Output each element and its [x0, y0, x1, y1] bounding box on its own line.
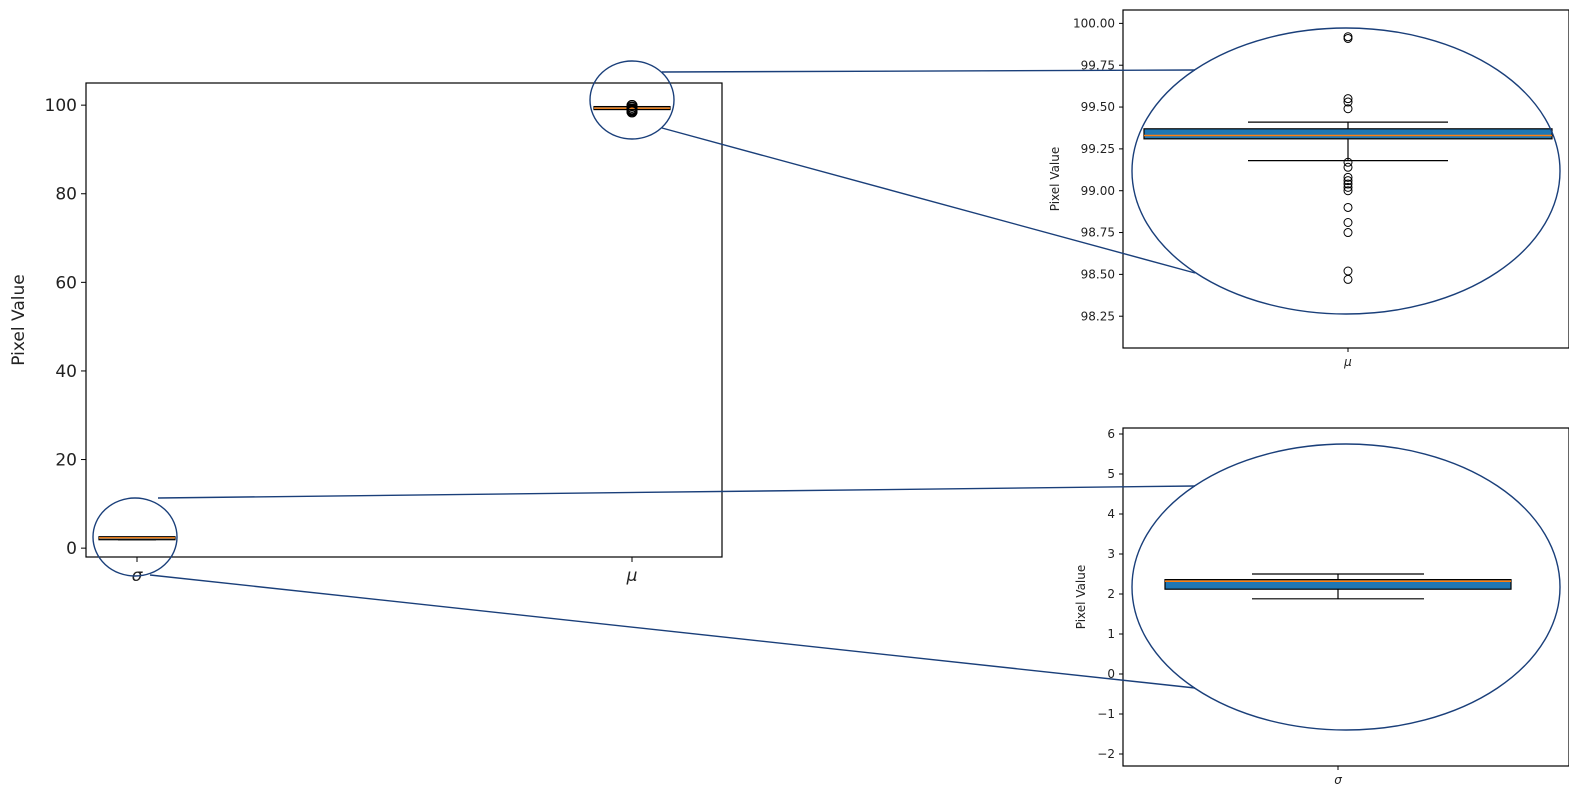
y-tick-label: 100.00: [1073, 17, 1115, 31]
y-tick-label: 98.75: [1081, 226, 1115, 240]
y-tick-label: 1: [1107, 627, 1115, 641]
outlier-point: [1343, 172, 1353, 182]
plot-frame: [1122, 9, 1569, 349]
y-axis-title: Pixel Value: [1048, 147, 1062, 212]
outlier-point: [1343, 274, 1353, 284]
y-tick-label: 99.50: [1081, 100, 1115, 114]
y-tick-label: 2: [1107, 587, 1115, 601]
y-tick-label: 5: [1107, 467, 1115, 481]
y-axis-title: Pixel Value: [1074, 565, 1088, 630]
y-tick-label: −2: [1097, 747, 1115, 761]
magnifier-view-sigma: [1131, 443, 1561, 731]
x-tick-label: μ: [1343, 355, 1352, 369]
outlier-point: [1343, 179, 1353, 189]
outlier-point: [1343, 94, 1353, 104]
x-tick-label: μ: [626, 566, 638, 586]
box: [1164, 578, 1512, 590]
connector-mu-top: [661, 69, 1196, 73]
outlier-point: [626, 106, 638, 118]
plot-frame: [1122, 427, 1569, 767]
chart-zoom-sigma: −2 −1 0 1 2 3 4 5 6 Pixel Value σ: [1074, 427, 1569, 787]
outlier-point: [1343, 218, 1353, 228]
y-tick-label: −1: [1097, 707, 1115, 721]
outlier-point: [1343, 202, 1353, 212]
y-tick-label: 98.25: [1081, 309, 1115, 323]
chart-zoom-mu: 98.25 98.50 98.75 99.00 99.25 99.50 99.75 100.0…: [1048, 9, 1569, 369]
y-tick-label: 40: [55, 362, 77, 382]
outlier-point: [1343, 186, 1353, 196]
magnifier-lens-mu: [589, 60, 675, 140]
outlier-point: [1343, 97, 1353, 107]
magnifier-lens-sigma: [92, 497, 178, 577]
connector-sigma-top: [157, 485, 1196, 499]
y-tick-label: 80: [55, 185, 77, 205]
connector-sigma-bottom: [149, 574, 1196, 689]
y-tick-label: 100: [45, 96, 77, 116]
outlier-point: [1343, 176, 1353, 186]
y-tick-label: 99.00: [1081, 184, 1115, 198]
outlier-point: [1343, 157, 1353, 167]
y-tick-label: 3: [1107, 547, 1115, 561]
y-tick-label: 0: [1107, 667, 1115, 681]
connector-mu-bottom: [661, 127, 1196, 274]
y-tick-label: 4: [1107, 507, 1115, 521]
y-tick-label: 20: [55, 450, 77, 470]
plot-frame: [85, 82, 723, 558]
y-axis-title: Pixel Value: [9, 274, 29, 365]
x-tick-label: σ: [1334, 773, 1342, 787]
y-tick-label: 99.25: [1081, 142, 1115, 156]
outlier-point: [1343, 228, 1353, 238]
outlier-point: [1343, 266, 1353, 276]
y-tick-label: 0: [66, 539, 77, 559]
y-tick-label: 6: [1107, 427, 1115, 441]
y-tick-label: 99.75: [1081, 58, 1115, 72]
box: [1143, 128, 1553, 140]
magnifier-view-mu: [1131, 27, 1561, 315]
y-tick-label: 98.50: [1081, 268, 1115, 282]
outlier-point: [1343, 104, 1353, 114]
outlier-point: [1343, 162, 1353, 172]
y-tick-label: 60: [55, 273, 77, 293]
outlier-point: [1343, 182, 1353, 192]
outlier-point: [1343, 33, 1353, 43]
